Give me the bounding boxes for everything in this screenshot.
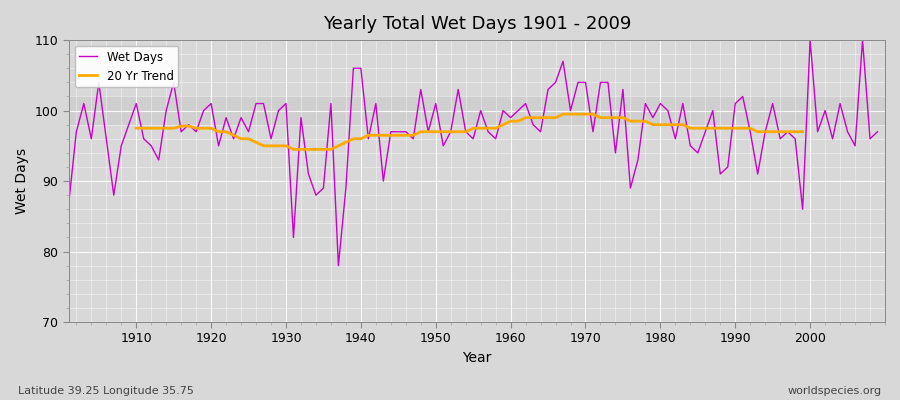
Legend: Wet Days, 20 Yr Trend: Wet Days, 20 Yr Trend (75, 46, 178, 87)
Wet Days (123, 122, 134, 127)
Wet Days (513, 108, 524, 113)
Wet Days (872, 129, 883, 134)
20 Yr Trend (220, 129, 231, 134)
Text: Latitude 39.25 Longitude 35.75: Latitude 39.25 Longitude 35.75 (18, 386, 194, 396)
20 Yr Trend (700, 126, 711, 131)
20 Yr Trend (340, 140, 351, 145)
Title: Yearly Total Wet Days 1901 - 2009: Yearly Total Wet Days 1901 - 2009 (323, 15, 631, 33)
Wet Days (333, 263, 344, 268)
20 Yr Trend (610, 115, 621, 120)
Bar (68, 96, 885, 125)
20 Yr Trend (782, 129, 793, 134)
Wet Days (340, 186, 351, 190)
Wet Days (288, 235, 299, 240)
Wet Days (603, 80, 614, 85)
Line: 20 Yr Trend: 20 Yr Trend (136, 114, 803, 149)
20 Yr Trend (715, 126, 725, 131)
Y-axis label: Wet Days: Wet Days (15, 148, 29, 214)
Wet Days (63, 200, 74, 205)
20 Yr Trend (558, 112, 569, 116)
20 Yr Trend (797, 129, 808, 134)
Wet Days (505, 115, 516, 120)
Text: worldspecies.org: worldspecies.org (788, 386, 882, 396)
Line: Wet Days: Wet Days (68, 40, 878, 266)
Wet Days (805, 38, 815, 42)
20 Yr Trend (130, 126, 141, 131)
X-axis label: Year: Year (463, 351, 491, 365)
20 Yr Trend (288, 147, 299, 152)
